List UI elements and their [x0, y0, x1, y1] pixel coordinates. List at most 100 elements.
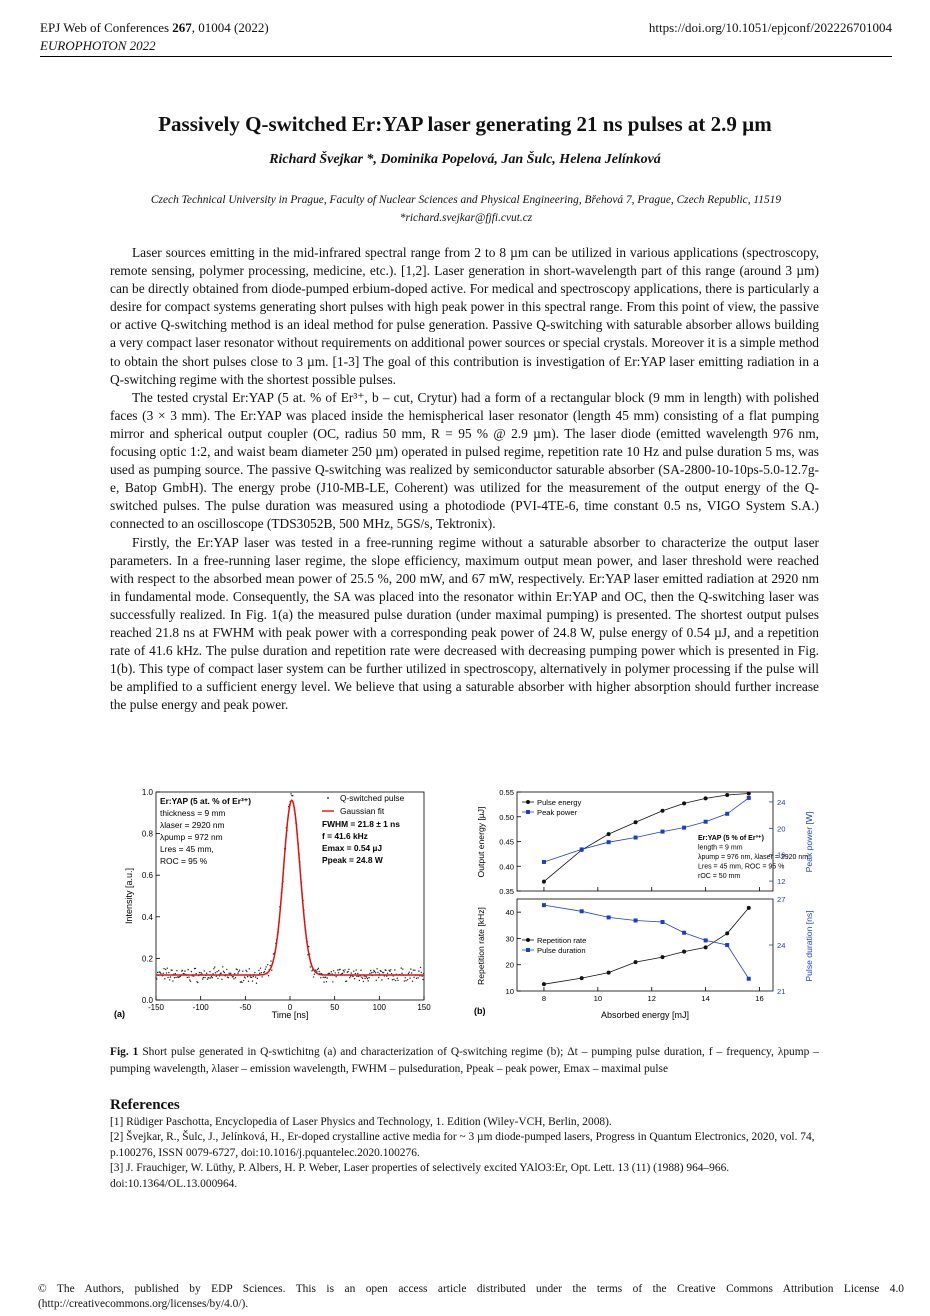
- pulse-point: [347, 970, 349, 973]
- corresponding-email[interactable]: *richard.svejkar@fjfi.cvut.cz: [399, 212, 533, 224]
- pulse-point: [404, 977, 406, 979]
- y-tick-label: 0.50: [499, 813, 514, 822]
- pulse-point: [401, 972, 403, 975]
- pulse-point: [205, 972, 208, 974]
- pulse-point: [361, 977, 364, 980]
- doi-link[interactable]: https://doi.org/10.1051/epjconf/20222670…: [648, 20, 892, 35]
- pulse-point: [374, 972, 377, 974]
- pulse-point: [414, 969, 416, 971]
- pulse-point: [162, 972, 164, 975]
- pulse-point: [318, 970, 320, 973]
- pulse-point: [376, 968, 378, 970]
- paragraph: The tested crystal Er:YAP (5 at. % of Er…: [110, 389, 819, 532]
- pulse-point: [291, 795, 294, 797]
- y-tick-label: 0.35: [499, 887, 514, 896]
- journal-volume: 267: [172, 20, 192, 35]
- pulse-point: [169, 976, 172, 978]
- pulse-point: [168, 979, 171, 981]
- caption-label: Fig. 1: [110, 1046, 139, 1058]
- pulse-point: [237, 972, 239, 974]
- pulse-point: [368, 976, 370, 979]
- pulse-point: [172, 980, 174, 982]
- pulse-point: [197, 981, 199, 984]
- pulse-point: [378, 976, 380, 979]
- series-point: [606, 915, 611, 920]
- series-point: [633, 918, 638, 923]
- pulse-point: [186, 976, 189, 979]
- pulse-point: [402, 968, 404, 970]
- pulse-point: [211, 977, 213, 979]
- pulse-point: [410, 968, 412, 970]
- y-tick-label: 0.6: [142, 871, 154, 880]
- reference-item: [3] J. Frauchiger, W. Lüthy, P. Albers, …: [110, 1162, 730, 1190]
- pulse-point: [173, 977, 176, 979]
- pulse-point: [326, 977, 328, 979]
- pulse-point: [328, 972, 331, 975]
- license-footer: © The Authors, published by EDP Sciences…: [38, 1283, 904, 1310]
- pulse-point: [167, 976, 169, 979]
- x-tick-label: 16: [755, 994, 763, 1003]
- pulse-point: [373, 970, 376, 973]
- pulse-point: [232, 976, 234, 978]
- y2-tick-label: 16: [777, 851, 785, 860]
- x-tick-label: 10: [594, 994, 602, 1003]
- info-line: λpump = 976 nm, λlaser = 2920 nm: [698, 854, 808, 861]
- running-header: EPJ Web of Conferences 267, 01004 (2022)…: [40, 19, 269, 55]
- y-tick-label: 20: [506, 961, 514, 970]
- y2-tick-label: 24: [777, 798, 785, 807]
- pulse-point: [352, 975, 354, 978]
- pulse-point: [357, 975, 360, 978]
- pulse-point: [423, 972, 425, 975]
- series-point: [725, 792, 730, 797]
- series-point: [633, 960, 638, 965]
- pulse-point: [171, 969, 173, 971]
- pulse-point: [422, 978, 424, 981]
- pulse-point: [259, 972, 261, 975]
- pulse-point: [365, 976, 368, 978]
- pulse-point: [267, 975, 270, 977]
- affiliation: Czech Technical University in Prague, Fa…: [150, 194, 782, 206]
- x-tick-label: 14: [701, 994, 709, 1003]
- paragraph: Firstly, the Er:YAP laser was tested in …: [110, 534, 819, 713]
- pulse-point: [419, 966, 422, 969]
- pulse-point: [246, 970, 248, 973]
- series-point: [606, 840, 611, 845]
- bottom-y2label: Pulse duration [ns]: [804, 910, 814, 981]
- y-tick-label: 0.8: [142, 830, 154, 839]
- pulse-point: [187, 968, 189, 971]
- series-point: [579, 909, 584, 914]
- pulse-point: [315, 969, 317, 971]
- x-tick-label: 50: [330, 1003, 339, 1012]
- y-tick-label: 40: [506, 908, 514, 917]
- pulse-point: [354, 972, 357, 975]
- pulse-point: [176, 969, 178, 972]
- pulse-point: [164, 978, 166, 980]
- pulse-point: [217, 977, 219, 980]
- series-point: [579, 976, 584, 981]
- panel-a-ylabel: Intensity [a.u.]: [124, 868, 134, 924]
- series-point: [682, 930, 687, 935]
- legend-marker: [526, 800, 530, 804]
- pulse-point: [236, 968, 238, 971]
- pulse-point: [242, 970, 244, 972]
- pulse-point: [209, 970, 211, 973]
- panel-a-info: Er:YAP (5 at. % of Er³⁺) thickness = 9 m…: [160, 796, 253, 866]
- pulse-point: [164, 968, 167, 971]
- panel-a-results: FWHM = 21.8 ± 1 ns f = 41.6 kHz Emax = 0…: [322, 819, 402, 865]
- series-point: [606, 970, 611, 975]
- pulse-point: [226, 968, 228, 971]
- references-list: [1] Rüdiger Paschotta, Encyclopedia of L…: [110, 1115, 819, 1192]
- pulse-point: [179, 975, 181, 978]
- gaussian-fit-line: [156, 799, 424, 976]
- panel-b-top-legend: Pulse energy Peak power: [522, 798, 582, 817]
- pulse-point: [258, 969, 260, 972]
- info-line: ROC = 95 %: [160, 856, 208, 866]
- top-ylabel: Output energy [µJ]: [476, 807, 486, 878]
- legend-label: Pulse energy: [537, 798, 582, 807]
- pulse-point: [246, 975, 249, 978]
- pulse-point: [254, 976, 257, 978]
- pulse-point: [350, 972, 353, 974]
- pulse-point: [344, 969, 346, 971]
- series-point: [633, 835, 638, 840]
- pulse-point: [223, 971, 226, 974]
